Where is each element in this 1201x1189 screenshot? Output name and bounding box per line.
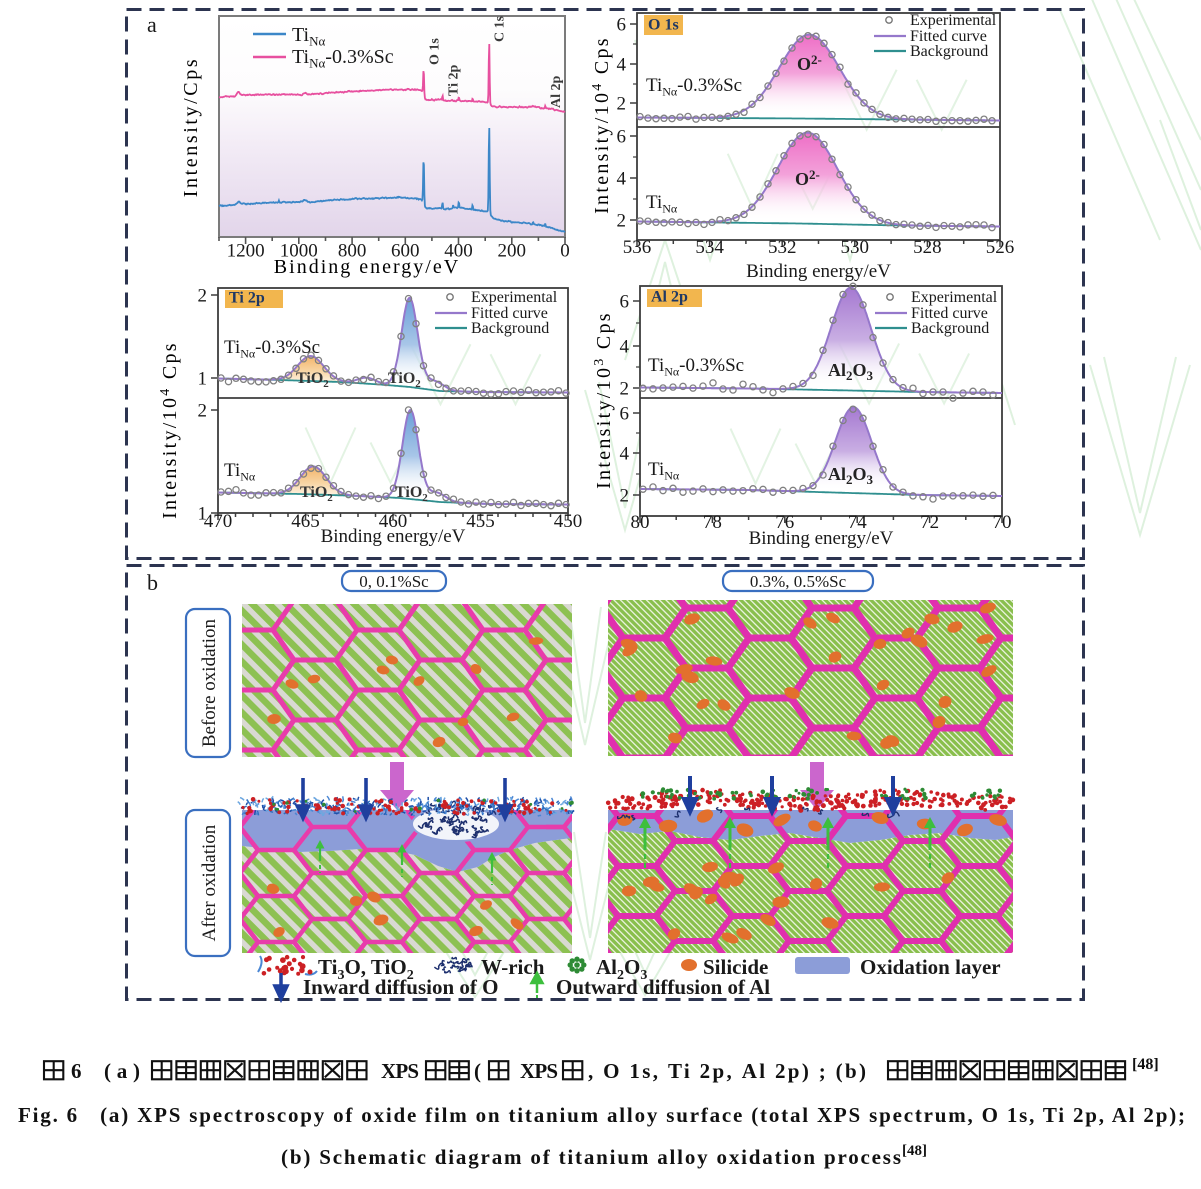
svg-text:Experimental: Experimental (911, 289, 998, 306)
svg-text:TiO2: TiO2 (395, 484, 428, 504)
svg-text:2: 2 (198, 401, 208, 422)
svg-text:800: 800 (338, 241, 367, 262)
svg-text:526: 526 (986, 237, 1015, 258)
svg-text:2: 2 (617, 94, 627, 115)
svg-text:455: 455 (466, 511, 495, 532)
svg-text:0: 0 (560, 241, 570, 262)
svg-text:Silicide: Silicide (703, 955, 768, 979)
svg-text:72: 72 (920, 512, 939, 533)
svg-text:Ti 2p: Ti 2p (229, 290, 265, 307)
svg-text:Intensity/104 Cps: Intensity/104 Cps (158, 341, 181, 519)
svg-text:400: 400 (444, 241, 473, 262)
svg-text:TiO2: TiO2 (296, 370, 329, 390)
svg-text:Experimental: Experimental (910, 12, 997, 29)
svg-text:Before oxidation: Before oxidation (199, 618, 220, 747)
svg-text:Al2O3: Al2O3 (828, 360, 874, 383)
svg-text:2: 2 (620, 486, 630, 507)
svg-text:, O 1s, Ti 2p, Al 2p) ; (b): , O 1s, Ti 2p, Al 2p) ; (b) (588, 1059, 866, 1083)
svg-text:Fitted curve: Fitted curve (471, 305, 548, 322)
svg-text:80: 80 (631, 512, 650, 533)
svg-text:460: 460 (379, 511, 408, 532)
svg-text:[48]: [48] (902, 1143, 927, 1159)
svg-text:Ti 2p: Ti 2p (447, 64, 462, 95)
svg-text:76: 76 (775, 512, 794, 533)
svg-text:O 1s: O 1s (428, 38, 443, 65)
svg-text:TiNα-0.3%Sc: TiNα-0.3%Sc (646, 75, 742, 99)
svg-text:TiO2: TiO2 (388, 370, 421, 390)
svg-text:2: 2 (198, 286, 208, 307)
svg-text:Background: Background (910, 43, 988, 60)
svg-text:Binding energy/eV: Binding energy/eV (321, 526, 466, 547)
svg-text:600: 600 (391, 241, 420, 262)
svg-text:532: 532 (768, 237, 797, 258)
svg-text:XPS: XPS (520, 1059, 558, 1083)
svg-text:4: 4 (617, 169, 627, 190)
svg-text:Al2O3: Al2O3 (596, 955, 647, 983)
svg-text:Al 2p: Al 2p (549, 75, 564, 108)
svg-text:528: 528 (913, 237, 942, 258)
svg-text:Binding energy/eV: Binding energy/eV (274, 256, 460, 278)
svg-text:Outward diffusion of Al: Outward diffusion of Al (556, 975, 770, 999)
svg-text:Ti3O, TiO2: Ti3O, TiO2 (318, 955, 414, 983)
svg-text:1000: 1000 (280, 241, 318, 262)
svg-text:Intensity/104 Cps: Intensity/104 Cps (590, 36, 613, 214)
svg-text:1200: 1200 (227, 241, 265, 262)
svg-text:TiNα-0.3%Sc: TiNα-0.3%Sc (292, 46, 394, 71)
svg-text:78: 78 (703, 512, 722, 533)
svg-text:Background: Background (471, 320, 549, 337)
svg-text:4: 4 (620, 444, 630, 465)
svg-text:Intensity/103 Cps: Intensity/103 Cps (592, 311, 615, 489)
svg-text:Binding energy/eV: Binding energy/eV (746, 261, 891, 282)
svg-text:Intensity/Cps: Intensity/Cps (180, 57, 202, 197)
svg-text:After oxidation: After oxidation (199, 824, 220, 941)
svg-text:4: 4 (617, 55, 627, 76)
svg-text:W-rich: W-rich (481, 955, 545, 979)
svg-text:70: 70 (993, 512, 1012, 533)
svg-text:b: b (147, 570, 158, 595)
svg-text:4: 4 (620, 337, 630, 358)
svg-text:Background: Background (911, 320, 989, 337)
svg-text:[48]: [48] (1132, 1056, 1159, 1073)
svg-text:536: 536 (623, 237, 652, 258)
svg-text:Al2O3: Al2O3 (828, 464, 874, 487)
svg-text:(b) Schematic diagram of titan: (b) Schematic diagram of titanium alloy … (281, 1145, 901, 1169)
svg-text:Fitted curve: Fitted curve (910, 28, 987, 45)
svg-text:6: 6 (71, 1059, 82, 1083)
svg-text:TiO2: TiO2 (300, 484, 333, 504)
svg-text:74: 74 (848, 512, 868, 533)
svg-text:450: 450 (554, 511, 583, 532)
svg-text:530: 530 (841, 237, 870, 258)
svg-text:Oxidation layer: Oxidation layer (860, 955, 1001, 979)
svg-text:0, 0.1%Sc: 0, 0.1%Sc (359, 572, 429, 591)
svg-text:O 1s: O 1s (648, 17, 679, 34)
svg-text:TiNα-0.3%Sc: TiNα-0.3%Sc (648, 355, 744, 379)
svg-text:6: 6 (620, 404, 630, 425)
svg-text:(a): (a) (104, 1059, 140, 1083)
svg-text:(: ( (474, 1059, 481, 1083)
svg-text:6: 6 (620, 292, 630, 313)
svg-text:Fig. 6 (a) XPS spectroscopy: Fig. 6 (a) XPS spectroscopy of oxide fil… (18, 1103, 1185, 1127)
svg-text:1: 1 (198, 369, 208, 390)
svg-text:C 1s: C 1s (493, 15, 508, 42)
svg-text:XPS: XPS (381, 1059, 419, 1083)
svg-text:200: 200 (498, 241, 527, 262)
svg-text:534: 534 (695, 237, 724, 258)
svg-text:0.3%, 0.5%Sc: 0.3%, 0.5%Sc (750, 572, 847, 591)
svg-text:2: 2 (617, 211, 627, 232)
svg-text:Inward diffusion of O: Inward diffusion of O (303, 975, 498, 999)
svg-text:TiNα: TiNα (292, 24, 325, 49)
svg-text:Experimental: Experimental (471, 289, 558, 306)
svg-text:Al 2p: Al 2p (651, 289, 688, 306)
svg-text:6: 6 (617, 15, 627, 36)
svg-text:a: a (147, 12, 157, 37)
svg-text:6: 6 (617, 127, 627, 148)
svg-text:1: 1 (198, 504, 208, 525)
svg-text:465: 465 (291, 511, 320, 532)
svg-text:Binding energy/eV: Binding energy/eV (749, 528, 894, 549)
svg-text:470: 470 (204, 511, 233, 532)
svg-text:Fitted curve: Fitted curve (911, 305, 988, 322)
svg-text:2: 2 (620, 379, 630, 400)
svg-text:TiNα-0.3%Sc: TiNα-0.3%Sc (224, 337, 320, 361)
